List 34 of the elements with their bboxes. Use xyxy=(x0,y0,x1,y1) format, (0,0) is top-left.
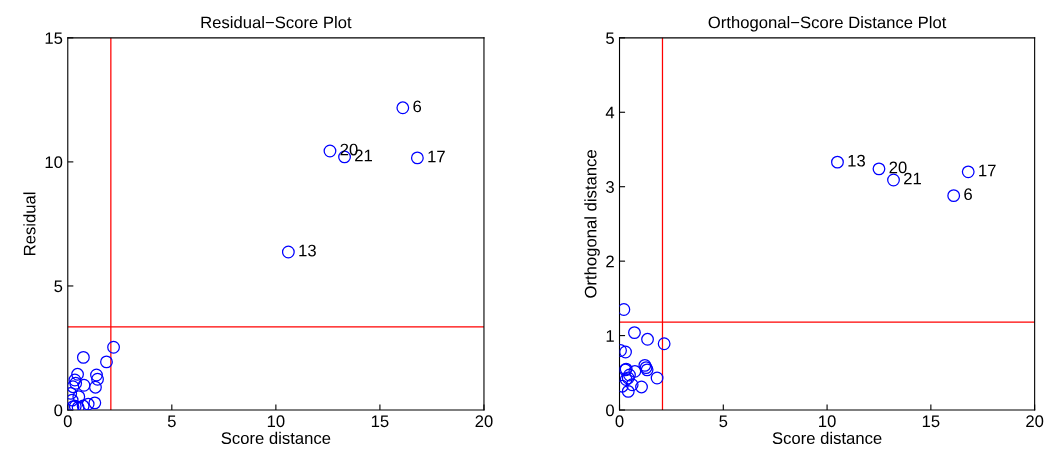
annotation: 6 xyxy=(964,188,972,201)
y-tick-label: 5 xyxy=(606,32,614,45)
annotation: 21 xyxy=(904,172,921,185)
annotation: 13 xyxy=(299,244,316,257)
x-axis-title: Score distance xyxy=(221,431,331,445)
y-tick-label: 4 xyxy=(605,106,615,119)
y-axis-title: Residual xyxy=(23,192,36,255)
x-tick-label: 10 xyxy=(267,415,285,428)
y-tick-label: 0 xyxy=(606,404,614,417)
y-tick-label: 10 xyxy=(45,156,63,169)
y-tick-label: 1 xyxy=(606,330,614,342)
y-tick-label: 15 xyxy=(45,32,63,45)
annotation: 6 xyxy=(413,100,422,113)
x-tick-label: 15 xyxy=(922,415,940,428)
x-tick-label: 0 xyxy=(63,415,72,428)
annotation: 20 xyxy=(889,161,907,174)
y-tick-label: 2 xyxy=(606,255,614,268)
x-tick-label: 5 xyxy=(167,415,176,428)
x-tick-label: 15 xyxy=(371,415,389,428)
annotation: 17 xyxy=(428,150,445,163)
x-tick-label: 5 xyxy=(719,415,728,428)
annotation: 13 xyxy=(848,154,865,167)
x-tick-label: 20 xyxy=(475,415,493,428)
chart-title: Orthogonal−Score Distance Plot xyxy=(708,16,947,32)
y-tick-label: 3 xyxy=(606,181,614,193)
y-tick-label: 0 xyxy=(54,404,63,417)
annotation: 17 xyxy=(979,164,996,177)
x-axis-title: Score distance xyxy=(772,431,882,445)
chart-title: Residual−Score Plot xyxy=(201,16,352,29)
x-tick-label: 20 xyxy=(1026,415,1044,428)
y-axis-title: Orthogonal distance xyxy=(584,150,600,298)
y-tick-label: 5 xyxy=(54,280,63,293)
x-tick-label: 10 xyxy=(819,415,836,428)
x-tick-label: 0 xyxy=(615,415,624,428)
